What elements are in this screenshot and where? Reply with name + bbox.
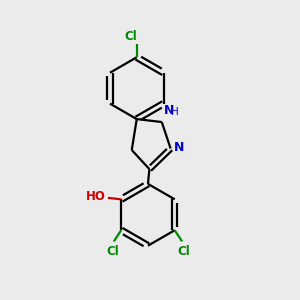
Text: N: N	[174, 141, 184, 154]
Text: Cl: Cl	[106, 245, 119, 258]
Text: H: H	[172, 107, 179, 117]
Text: Cl: Cl	[178, 245, 190, 258]
Text: HO: HO	[86, 190, 106, 203]
Text: N: N	[164, 104, 174, 117]
Text: Cl: Cl	[124, 30, 136, 43]
